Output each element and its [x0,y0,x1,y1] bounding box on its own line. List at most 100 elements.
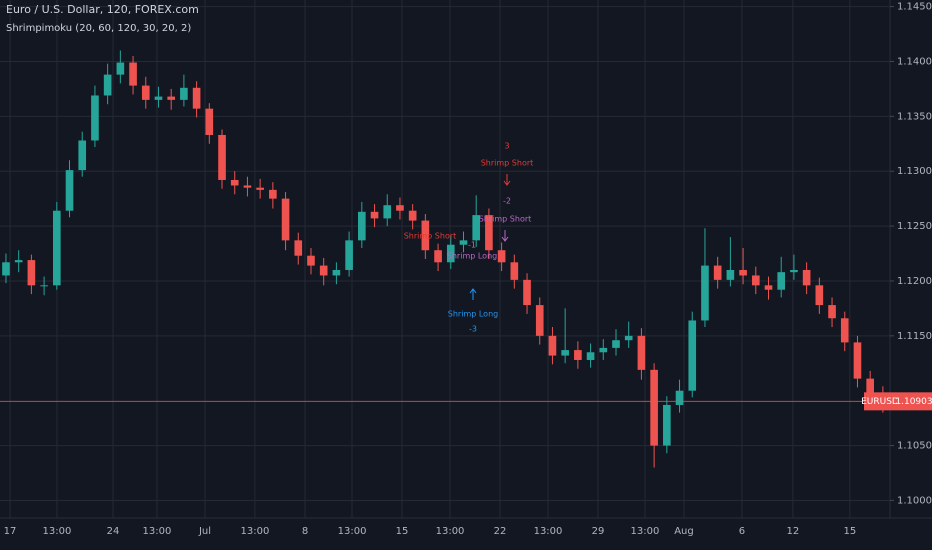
candle-body [713,265,722,280]
candle-body [523,279,531,306]
annotation: Shrimp Short [404,232,457,241]
candles [2,50,887,468]
candle-body [396,205,404,211]
y-tick-label: 1.14500 [897,2,932,13]
candle-body [281,198,290,241]
annotations: 3 Shrimp Short -2 Shrimp Short Shrimp Short -… [404,142,534,334]
candle-body [637,335,646,370]
candle-body [91,95,99,141]
candle-body [383,205,392,219]
y-tick-label: 1.11500 [897,331,932,342]
x-tick-label: Jul [198,526,211,537]
candle-body [739,269,747,276]
candle-body [40,285,48,287]
candle-body [167,96,176,100]
candle-body [485,215,493,251]
x-tick-label: 24 [107,526,120,537]
candle-body [663,404,671,446]
candle-body [307,255,315,266]
candle-body [472,215,481,241]
y-tick-label: 1.13500 [897,111,932,122]
candle-body [853,342,862,379]
candle-body [510,262,519,280]
candle-body [129,62,137,86]
candle-body [688,320,697,391]
candle-body [497,250,506,263]
candle-body [52,210,61,286]
symbol-label: EURUSD [861,397,899,407]
candle-body [78,140,87,171]
x-tick-label: 13:00 [43,526,72,537]
candle-body [345,240,353,270]
candle-body [840,318,849,343]
candle-body [434,250,442,263]
x-tick-label: 13:00 [241,526,270,537]
candle-body [243,185,252,188]
candle-body [535,305,544,336]
y-tick-label: 1.10500 [897,441,932,452]
candle-body [358,211,366,241]
y-tick-label: 1.12000 [897,276,932,287]
candle-body [2,262,10,276]
price-tag [897,392,932,411]
candle-body [332,269,341,276]
candle-body [802,269,811,286]
candle-body [230,179,239,186]
candle-body [446,244,455,263]
candle-body [103,74,112,96]
annotation: Shrimp Short [481,159,534,168]
candle-body [790,269,798,273]
candle-body [701,265,709,321]
x-tick-label: 13:00 [338,526,367,537]
candle-body [65,170,74,211]
candle-body [269,189,277,199]
candle-body [256,187,264,190]
x-tick-label: 15 [396,526,409,537]
y-tick-label: 1.10000 [897,495,932,506]
x-tick-label: 15 [843,526,856,537]
candle-body [408,210,417,221]
candle-body [815,285,824,306]
candle-body [370,211,379,219]
candle-body [574,350,582,360]
x-tick-label: 13:00 [143,526,172,537]
candle-body [421,220,430,251]
x-tick-label: 17 [4,526,17,537]
arrow [501,230,509,242]
candle-body [624,335,633,341]
x-tick-label: 29 [592,526,605,537]
x-tick-label: 13:00 [534,526,563,537]
x-tick-label: 22 [494,526,507,537]
x-tick-label: 12 [787,526,800,537]
annotation: -3 [469,325,477,334]
candle-body [294,240,303,256]
chart-title: Euro / U.S. Dollar, 120, FOREX.com [6,3,199,16]
annotation: -2 [503,197,511,206]
y-tick-label: 1.12500 [897,221,932,232]
annotation: Shrimp Long [447,252,497,261]
candle-body [650,369,658,446]
candle-body [27,260,36,286]
x-tick-label: 13:00 [436,526,465,537]
annotation: Shrimp Long [448,310,498,319]
symbol-tag [864,392,897,411]
candle-body [141,85,150,100]
candle-body [828,305,836,319]
candle-body [561,350,569,356]
candle-body [218,134,226,180]
candle-body [751,275,760,286]
indicator-label: Shrimpimoku (20, 60, 120, 30, 20, 2) [6,23,191,34]
candle-body [14,260,23,263]
arrow [503,174,511,186]
candle-body [866,378,874,396]
candle-body [116,62,125,75]
candle-body [586,352,595,360]
candle-body [154,96,163,100]
annotation: Shrimp Short [479,215,532,224]
price-label: 1.10903 [895,397,932,407]
arrow [469,288,477,300]
candle-body [777,272,786,290]
x-tick-label: 6 [739,526,745,537]
